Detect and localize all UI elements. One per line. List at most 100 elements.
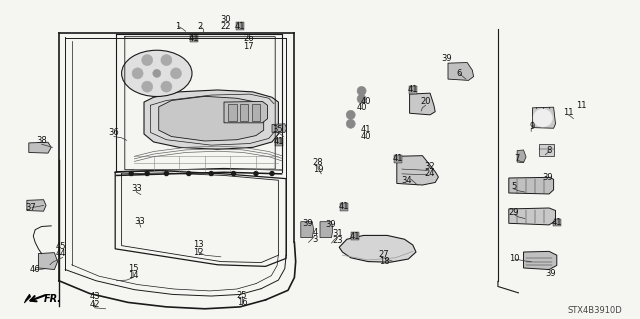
Text: 43: 43 (90, 292, 100, 301)
Text: 23: 23 (333, 236, 343, 245)
Circle shape (141, 55, 153, 66)
Text: 11: 11 (576, 101, 586, 110)
Circle shape (232, 172, 236, 175)
Polygon shape (190, 34, 198, 42)
Text: STX4B3910D: STX4B3910D (567, 306, 622, 315)
Text: 40: 40 (361, 97, 371, 106)
Circle shape (153, 69, 161, 78)
Text: 40: 40 (356, 103, 367, 112)
Text: 34: 34 (401, 176, 412, 185)
Text: 17: 17 (243, 42, 253, 51)
Text: 33: 33 (131, 184, 141, 193)
Polygon shape (539, 144, 554, 156)
Circle shape (357, 94, 366, 103)
Text: 10: 10 (509, 254, 519, 263)
Text: 46: 46 (30, 265, 40, 274)
Circle shape (145, 172, 149, 175)
Polygon shape (27, 200, 46, 211)
Text: 39: 39 (325, 220, 335, 229)
Circle shape (161, 81, 172, 92)
Text: 24: 24 (425, 169, 435, 178)
Text: 16: 16 (237, 298, 247, 307)
Polygon shape (224, 101, 268, 123)
Text: 6: 6 (457, 69, 462, 78)
Polygon shape (38, 253, 58, 270)
Polygon shape (448, 63, 474, 80)
Text: 1: 1 (175, 22, 180, 31)
Text: 26: 26 (243, 34, 253, 43)
Text: 14: 14 (128, 271, 138, 280)
Text: 25: 25 (237, 291, 247, 300)
Polygon shape (275, 138, 283, 146)
Text: 15: 15 (128, 264, 138, 273)
Polygon shape (509, 208, 556, 225)
Text: 41: 41 (361, 125, 371, 134)
Text: 39: 39 (302, 219, 312, 228)
Circle shape (132, 68, 143, 79)
Text: 27: 27 (379, 250, 389, 259)
Circle shape (254, 172, 258, 175)
Ellipse shape (122, 50, 192, 96)
Text: 29: 29 (509, 208, 519, 217)
Text: 39: 39 (545, 269, 556, 278)
Text: 41: 41 (339, 202, 349, 211)
Text: 39: 39 (542, 173, 552, 182)
Text: 36: 36 (109, 128, 119, 137)
Polygon shape (24, 294, 31, 303)
Circle shape (141, 81, 153, 92)
Circle shape (164, 172, 168, 175)
Polygon shape (509, 177, 554, 194)
Text: FR.: FR. (44, 294, 61, 304)
Text: 38: 38 (36, 136, 47, 145)
Text: 20: 20 (420, 97, 431, 106)
Polygon shape (394, 155, 402, 163)
Polygon shape (228, 104, 237, 121)
Polygon shape (301, 222, 314, 238)
Polygon shape (144, 90, 278, 149)
Polygon shape (252, 104, 260, 121)
Circle shape (357, 86, 366, 95)
Text: 11: 11 (563, 108, 573, 117)
Text: 2: 2 (198, 22, 203, 31)
Text: 18: 18 (379, 257, 389, 266)
Polygon shape (272, 124, 287, 132)
Ellipse shape (533, 109, 552, 127)
Text: 41: 41 (189, 34, 199, 43)
Text: 5: 5 (511, 182, 516, 191)
Text: 41: 41 (350, 232, 360, 241)
Polygon shape (320, 222, 333, 238)
Text: 32: 32 (425, 162, 435, 171)
Text: 30: 30 (220, 15, 230, 24)
Polygon shape (409, 86, 417, 94)
Text: 41: 41 (235, 22, 245, 31)
Circle shape (346, 119, 355, 128)
Polygon shape (351, 232, 359, 240)
Text: 12: 12 (193, 248, 204, 256)
Polygon shape (340, 203, 348, 211)
Circle shape (170, 68, 182, 79)
Text: 45: 45 (56, 242, 66, 251)
Text: 41: 41 (552, 218, 562, 227)
Polygon shape (29, 142, 51, 153)
Polygon shape (532, 107, 556, 128)
Text: 41: 41 (408, 85, 418, 94)
Text: 31: 31 (333, 229, 343, 238)
Polygon shape (159, 96, 264, 141)
Text: 3: 3 (312, 235, 317, 244)
Circle shape (129, 172, 133, 175)
Circle shape (209, 172, 213, 175)
Text: 39: 39 (442, 54, 452, 63)
Text: 19: 19 (313, 165, 323, 174)
Text: 41: 41 (274, 137, 284, 146)
Text: 41: 41 (393, 154, 403, 163)
Circle shape (346, 110, 355, 119)
Text: 9: 9 (530, 122, 535, 130)
Polygon shape (236, 22, 244, 30)
Circle shape (161, 55, 172, 66)
Text: 40: 40 (361, 132, 371, 141)
Text: 7: 7 (515, 154, 520, 163)
Circle shape (270, 172, 274, 175)
Polygon shape (517, 150, 526, 163)
Text: 28: 28 (313, 158, 323, 167)
Polygon shape (240, 104, 248, 121)
